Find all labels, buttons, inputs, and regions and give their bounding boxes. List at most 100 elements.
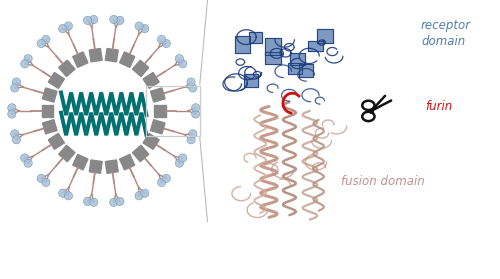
Circle shape — [192, 104, 200, 112]
Polygon shape — [132, 65, 144, 76]
Polygon shape — [234, 36, 250, 53]
Polygon shape — [288, 63, 302, 74]
Polygon shape — [265, 52, 281, 64]
Circle shape — [84, 16, 92, 25]
Polygon shape — [76, 154, 88, 164]
Polygon shape — [90, 49, 102, 56]
Polygon shape — [54, 133, 64, 146]
Polygon shape — [136, 60, 149, 72]
Circle shape — [116, 16, 124, 25]
Circle shape — [20, 154, 29, 162]
Circle shape — [10, 84, 19, 92]
Polygon shape — [290, 53, 304, 65]
Polygon shape — [90, 55, 102, 62]
Polygon shape — [250, 32, 262, 43]
Polygon shape — [148, 137, 159, 149]
Polygon shape — [48, 120, 57, 132]
Circle shape — [175, 159, 184, 167]
Polygon shape — [122, 160, 134, 170]
Circle shape — [24, 159, 32, 167]
Polygon shape — [73, 52, 86, 62]
Polygon shape — [154, 105, 160, 117]
Text: Diagram showing where the furin protease cleavage motif is between the S1 (bindi: Diagram showing where the furin protease… — [6, 235, 500, 259]
Circle shape — [116, 197, 124, 206]
Polygon shape — [90, 166, 102, 173]
Text: furin: furin — [426, 100, 452, 113]
Polygon shape — [76, 58, 88, 68]
Circle shape — [64, 192, 72, 200]
Polygon shape — [160, 105, 166, 117]
Circle shape — [42, 178, 50, 187]
Circle shape — [20, 60, 29, 68]
Circle shape — [90, 15, 98, 24]
Polygon shape — [136, 150, 149, 162]
Circle shape — [192, 110, 200, 118]
Polygon shape — [42, 105, 48, 117]
Polygon shape — [58, 60, 71, 72]
Circle shape — [37, 174, 46, 182]
Polygon shape — [150, 120, 159, 132]
Polygon shape — [143, 76, 154, 88]
Polygon shape — [106, 166, 118, 173]
Circle shape — [8, 104, 16, 112]
Circle shape — [187, 136, 195, 144]
Polygon shape — [106, 160, 118, 167]
Polygon shape — [106, 49, 118, 56]
Text: receptor
domain: receptor domain — [421, 19, 471, 48]
Polygon shape — [48, 137, 60, 149]
Polygon shape — [54, 76, 64, 88]
Circle shape — [140, 25, 149, 33]
Polygon shape — [148, 73, 159, 85]
Polygon shape — [106, 55, 118, 62]
Polygon shape — [308, 41, 323, 51]
Circle shape — [37, 39, 46, 48]
Polygon shape — [48, 73, 60, 85]
Circle shape — [135, 22, 143, 30]
Circle shape — [58, 189, 67, 197]
Polygon shape — [143, 133, 154, 146]
Circle shape — [84, 197, 92, 206]
Circle shape — [158, 178, 166, 187]
Polygon shape — [42, 88, 51, 100]
Circle shape — [178, 60, 187, 68]
Polygon shape — [73, 160, 86, 170]
Circle shape — [24, 54, 32, 63]
Polygon shape — [150, 90, 159, 102]
Circle shape — [187, 78, 195, 86]
Polygon shape — [48, 105, 54, 117]
Circle shape — [178, 154, 187, 162]
Polygon shape — [120, 154, 132, 164]
Circle shape — [90, 198, 98, 206]
Circle shape — [188, 130, 197, 138]
Circle shape — [135, 192, 143, 200]
Polygon shape — [90, 160, 102, 167]
Circle shape — [162, 39, 170, 48]
Text: fusion domain: fusion domain — [341, 175, 425, 188]
Polygon shape — [120, 58, 132, 68]
Circle shape — [175, 54, 184, 63]
Polygon shape — [156, 121, 165, 134]
Polygon shape — [132, 145, 144, 157]
Circle shape — [110, 198, 118, 206]
Circle shape — [162, 174, 170, 182]
Circle shape — [140, 189, 149, 197]
Circle shape — [12, 78, 20, 86]
Circle shape — [12, 136, 20, 144]
Polygon shape — [244, 74, 258, 87]
Polygon shape — [317, 29, 333, 43]
Circle shape — [58, 25, 67, 33]
Circle shape — [42, 35, 50, 44]
Polygon shape — [63, 65, 75, 76]
Circle shape — [110, 15, 118, 24]
Polygon shape — [63, 145, 75, 157]
Circle shape — [10, 130, 19, 138]
Circle shape — [158, 35, 166, 44]
Polygon shape — [48, 90, 57, 102]
Polygon shape — [58, 150, 71, 162]
Circle shape — [64, 22, 72, 30]
Polygon shape — [156, 88, 165, 100]
Polygon shape — [300, 64, 314, 77]
Polygon shape — [42, 121, 51, 134]
Polygon shape — [122, 52, 134, 62]
Polygon shape — [264, 38, 280, 55]
